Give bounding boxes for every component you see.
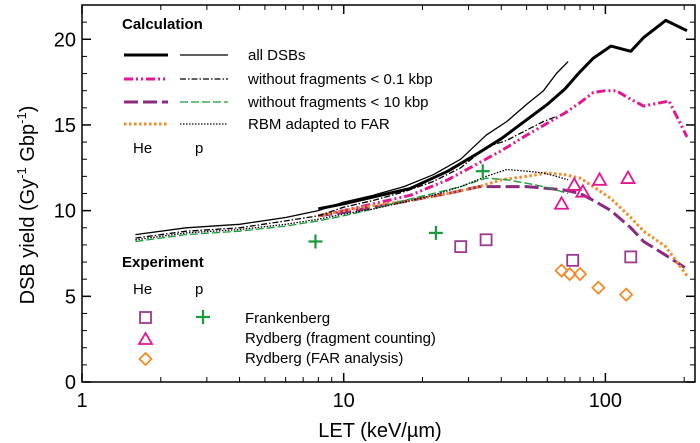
- legend-label-rbm: RBM adapted to FAR: [248, 116, 390, 133]
- marker-rydberg-fragment-counting-he: [591, 171, 608, 186]
- legend-marker-rydberg-fc: [137, 331, 154, 345]
- x-tick-label: 10: [333, 390, 355, 412]
- marker-frankenberg-he: [454, 240, 468, 254]
- legend-label-rydberg-far: Rydberg (FAR analysis): [245, 350, 403, 367]
- y-axis-title-part-1: DSB yield (Gy: [17, 179, 39, 305]
- marker-rydberg-fragment-counting-he: [574, 183, 591, 198]
- marker-layer: [308, 164, 638, 302]
- legend-label-frankenberg: Frankenberg: [245, 310, 330, 327]
- legend-col-p-exp: p: [195, 281, 203, 298]
- legend-label-rydberg-fc: Rydberg (fragment counting): [245, 330, 436, 347]
- marker-frankenberg-he: [624, 250, 638, 264]
- legend-experiment-title: Experiment: [122, 254, 204, 271]
- marker-rydberg-far-analysis-he: [562, 266, 577, 282]
- y-axis-title: DSB yield (Gy-1 Gbp-1): [14, 106, 39, 305]
- y-axis-title-part-2: Gbp: [17, 124, 39, 167]
- y-axis-title-sup-2: -1: [14, 112, 29, 124]
- marker-rydberg-fragment-counting-he: [619, 169, 637, 184]
- legend-marker-frankenberg-he: [139, 311, 152, 324]
- marker-frankenberg-he: [566, 253, 580, 267]
- tick-labels: 1 10 100 0 5 10 15 20: [54, 29, 622, 412]
- series-he-without-fragments-10-kbp: [318, 185, 688, 271]
- y-tick-label: 0: [65, 372, 76, 394]
- series-p-without-fragments-10-kbp: [135, 177, 569, 243]
- legend-col-p-calc: p: [195, 140, 203, 157]
- marker-frankenberg-p: [428, 225, 443, 240]
- legend-label-all-dsbs: all DSBs: [248, 47, 306, 64]
- legend-calculation-title: Calculation: [122, 16, 203, 33]
- legend-label-10kbp: without fragments < 10 kbp: [247, 94, 429, 111]
- marker-rydberg-far-analysis-he: [618, 287, 634, 302]
- series-he-all-dsbs: [318, 18, 688, 211]
- series-layer: [135, 18, 689, 277]
- marker-rydberg-far-analysis-he: [572, 266, 588, 282]
- marker-rydberg-far-analysis-he: [591, 280, 606, 296]
- y-tick-label: 20: [54, 29, 76, 51]
- legend-col-he-exp: He: [133, 281, 152, 298]
- y-axis-title-part-3: ): [17, 106, 39, 113]
- marker-frankenberg-he: [479, 233, 493, 247]
- x-axis-title: LET (keV/µm): [318, 420, 441, 442]
- series-p-without-fragments-0-1-kbp: [135, 115, 557, 239]
- legend-marker-rydberg-far: [138, 351, 153, 367]
- marker-frankenberg-p: [308, 234, 323, 249]
- marker-rydberg-far-analysis-he: [554, 263, 569, 278]
- y-tick-label: 5: [65, 286, 76, 308]
- series-p-all-dsbs: [135, 61, 569, 236]
- x-tick-label: 100: [589, 390, 622, 412]
- y-axis-title-sup-1: -1: [14, 167, 29, 179]
- legend-marker-frankenberg-p: [196, 310, 210, 324]
- marker-frankenberg-p: [475, 164, 490, 179]
- axis-ticks: [81, 5, 695, 383]
- x-tick-label: 1: [76, 390, 87, 412]
- y-tick-label: 10: [54, 201, 76, 223]
- plot-area: [81, 4, 696, 383]
- series-he-without-fragments-0-1-kbp: [317, 89, 689, 218]
- legend: Calculation all DSBs without fragments <…: [122, 16, 436, 367]
- y-tick-label: 15: [54, 115, 76, 137]
- legend-col-he-calc: He: [133, 140, 152, 157]
- marker-rydberg-fragment-counting-he: [566, 176, 583, 191]
- marker-rydberg-fragment-counting-he: [553, 195, 570, 210]
- legend-label-01kbp: without fragments < 0.1 kbp: [247, 71, 433, 88]
- series-he-rbm-adapted-to-far: [317, 171, 689, 277]
